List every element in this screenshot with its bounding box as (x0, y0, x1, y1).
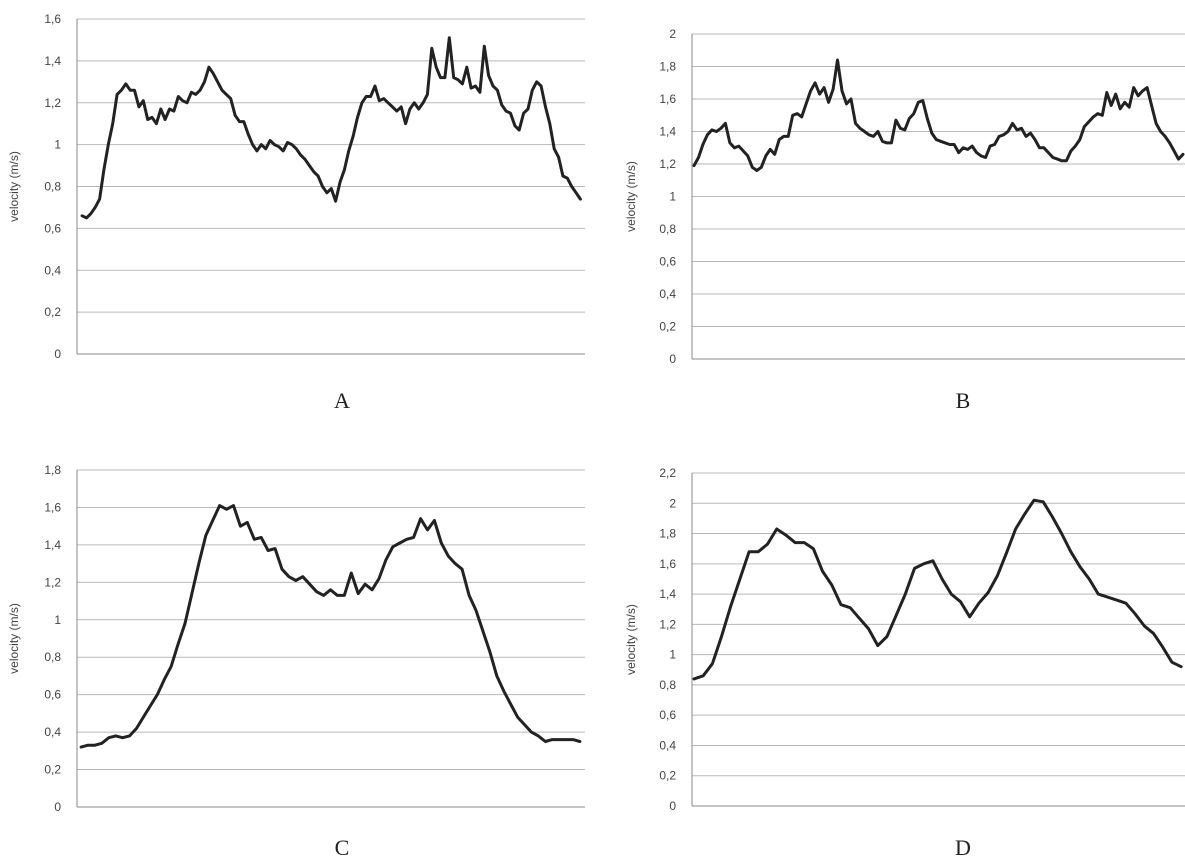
y-tick-label: 1,2 (659, 617, 676, 631)
panel-label: C (335, 835, 350, 860)
y-tick-label: 1,8 (659, 60, 676, 74)
y-tick-label: 0,2 (44, 763, 61, 777)
y-tick-label: 1,2 (44, 575, 61, 589)
velocity-series-line (692, 498, 1183, 681)
y-tick-label: 0,4 (659, 287, 676, 301)
y-tick-label: 0 (669, 352, 676, 366)
y-tick-label: 0,6 (44, 221, 61, 235)
panel-label: D (955, 835, 971, 860)
y-tick-label: 1 (669, 190, 676, 204)
y-tick-label: 1,8 (659, 527, 676, 541)
y-tick-label: 0 (669, 799, 676, 813)
y-tick-label: 1,4 (659, 587, 676, 601)
chart-panel-a: 0 0,2 0,4 0,6 0,8 1 1,2 1,4 1,6 velocity (m/s) A (7, 12, 585, 413)
y-tick-label: 2 (669, 496, 676, 510)
velocity-series-line (79, 504, 582, 749)
chart-panel-b: 0 0,2 0,4 0,6 0,8 1 1,2 1,4 1,6 1,8 2 velocity (m/s… (624, 27, 1185, 413)
y-tick-label: 1 (669, 648, 676, 662)
velocity-series-line (692, 58, 1185, 172)
y-tick-label: 1,2 (659, 157, 676, 171)
y-tick-label: 1,6 (659, 92, 676, 106)
y-tick-label: 2 (669, 27, 676, 41)
chart-panel-c: 0 0,2 0,4 0,6 0,8 1 1,2 1,4 1,6 1,8 velocity (m/s)… (7, 463, 585, 860)
y-tick-label: 1,4 (659, 125, 676, 139)
panel-label: A (334, 388, 350, 413)
y-tick-label: 1 (54, 138, 61, 152)
velocity-series-line (80, 36, 582, 220)
y-tick-label: 0,4 (659, 738, 676, 752)
y-tick-label: 0,2 (44, 305, 61, 319)
y-tick-label: 1 (54, 613, 61, 627)
y-tick-label: 1,6 (44, 500, 61, 514)
y-tick-label: 0,8 (44, 650, 61, 664)
y-tick-label: 0,8 (44, 180, 61, 194)
y-tick-label: 0,6 (659, 255, 676, 269)
chart-panel-d: 0 0,2 0,4 0,6 0,8 1 1,2 1,4 1,6 1,8 2 2,2 velocity (… (624, 466, 1185, 860)
y-axis-title: velocity (m/s) (7, 151, 21, 222)
y-tick-label: 2,2 (659, 466, 676, 480)
y-tick-label: 0,2 (659, 769, 676, 783)
y-tick-label: 1,2 (44, 96, 61, 110)
y-tick-label: 0,4 (44, 263, 61, 277)
panel-label: B (956, 388, 971, 413)
y-tick-label: 1,6 (44, 12, 61, 26)
y-tick-label: 0,4 (44, 725, 61, 739)
y-tick-label: 0,2 (659, 320, 676, 334)
y-tick-label: 0 (54, 347, 61, 361)
y-tick-label: 0,6 (659, 708, 676, 722)
y-axis-title: velocity (m/s) (624, 604, 638, 675)
y-tick-label: 0 (54, 800, 61, 814)
y-tick-label: 1,8 (44, 463, 61, 477)
y-tick-label: 1,4 (44, 54, 61, 68)
y-tick-label: 0,6 (44, 688, 61, 702)
y-tick-label: 0,8 (659, 678, 676, 692)
y-axis-title: velocity (m/s) (624, 161, 638, 232)
y-tick-label: 1,4 (44, 538, 61, 552)
y-tick-label: 0,8 (659, 222, 676, 236)
y-tick-label: 1,6 (659, 557, 676, 571)
y-axis-title: velocity (m/s) (7, 603, 21, 674)
